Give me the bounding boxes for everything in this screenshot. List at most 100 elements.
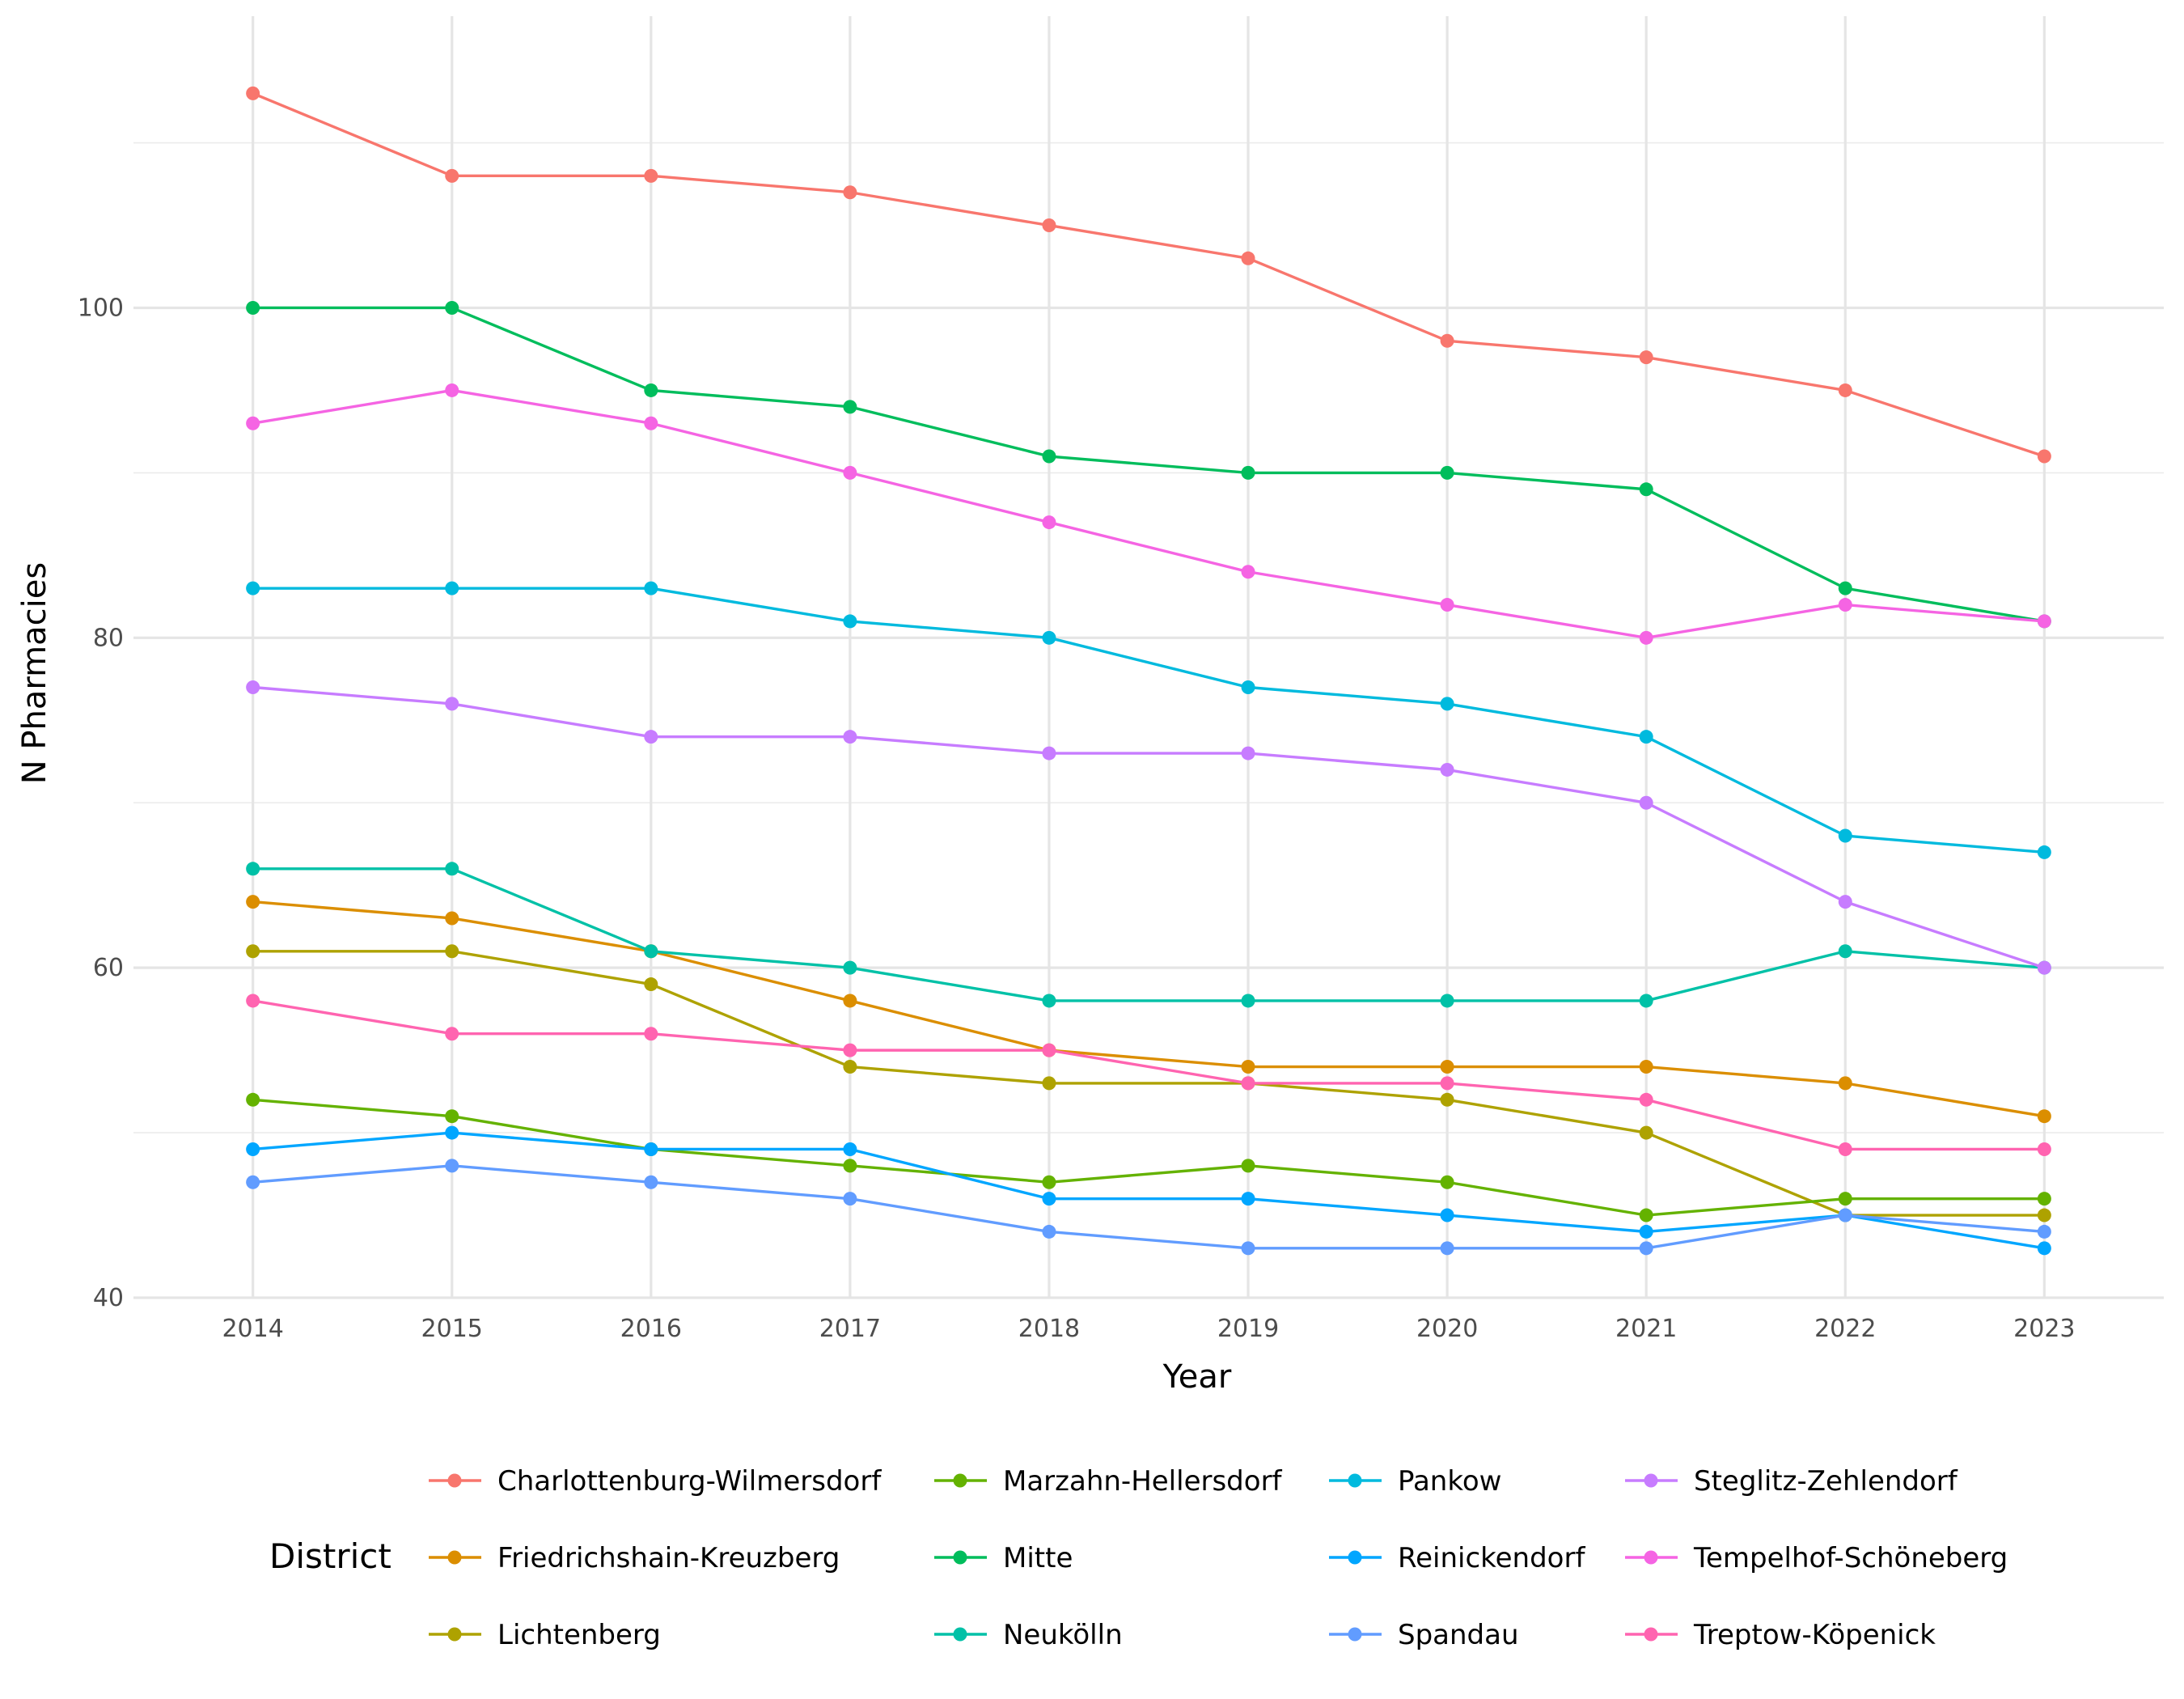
data-point — [1440, 994, 1454, 1008]
legend-label: Steglitz-Zehlendorf — [1694, 1465, 1958, 1498]
data-point — [1838, 895, 1852, 909]
series-line — [252, 587, 2045, 854]
data-point — [1042, 1192, 1056, 1206]
data-point — [1440, 697, 1454, 711]
legend-key-point — [447, 1473, 462, 1488]
data-point — [843, 730, 857, 744]
x-tick-label: 2022 — [1814, 1315, 1876, 1343]
legend-label: Tempelhof-Schöneberg — [1693, 1542, 2008, 1574]
data-point — [1042, 1175, 1056, 1189]
data-point — [445, 383, 459, 397]
legend-item: Lichtenberg — [429, 1619, 661, 1651]
data-point — [246, 1092, 260, 1107]
data-point — [1440, 1076, 1454, 1091]
data-point — [1838, 581, 1852, 595]
data-point — [1639, 630, 1653, 645]
x-tick-label: 2016 — [620, 1315, 682, 1343]
legend-key-point — [1644, 1627, 1658, 1642]
legend-label: Friedrichshain-Kreuzberg — [497, 1542, 840, 1574]
series-line — [252, 867, 2045, 1002]
legend-item: Friedrichshain-Kreuzberg — [429, 1542, 840, 1574]
x-tick-label: 2021 — [1615, 1315, 1677, 1343]
legend-key-point — [447, 1627, 462, 1642]
data-point — [1440, 1208, 1454, 1222]
series-friedrichshain-kreuzberg — [246, 895, 2051, 1124]
data-point — [246, 416, 260, 430]
data-point — [2037, 1142, 2051, 1156]
series-tempelhof-sch-neberg — [246, 383, 2051, 645]
data-point — [1838, 1076, 1852, 1091]
data-point — [1241, 746, 1255, 761]
data-point — [1440, 333, 1454, 348]
data-point — [843, 614, 857, 629]
series-pankow — [246, 581, 2051, 859]
legend-key-point — [953, 1550, 967, 1565]
data-point — [246, 895, 260, 909]
data-point — [1440, 465, 1454, 480]
data-point — [1042, 746, 1056, 761]
data-point — [1042, 449, 1056, 464]
data-point — [445, 944, 459, 959]
data-point — [843, 1060, 857, 1074]
data-point — [1639, 795, 1653, 810]
legend-key-point — [1644, 1550, 1658, 1565]
data-point — [843, 960, 857, 975]
data-point — [445, 168, 459, 183]
legend-key-point — [1348, 1473, 1362, 1488]
data-point — [445, 300, 459, 315]
data-point — [2037, 845, 2051, 859]
data-point — [1440, 1092, 1454, 1107]
minor-gridlines — [133, 142, 2164, 1133]
data-point — [644, 1027, 658, 1041]
data-point — [1241, 1076, 1255, 1091]
legend-label: Marzahn-Hellersdorf — [1003, 1465, 1283, 1498]
data-point — [1241, 1159, 1255, 1173]
data-point — [1042, 994, 1056, 1008]
data-point — [246, 1142, 260, 1156]
data-point — [1440, 1175, 1454, 1189]
y-tick-label: 40 — [93, 1284, 124, 1312]
data-point — [843, 1142, 857, 1156]
legend-key-point — [1348, 1550, 1362, 1565]
x-tick-label: 2023 — [2013, 1315, 2075, 1343]
series-treptow-k-penick — [246, 994, 2051, 1156]
data-point — [1838, 1208, 1852, 1222]
data-point — [1241, 251, 1255, 265]
data-point — [2037, 1109, 2051, 1124]
data-point — [644, 730, 658, 744]
data-point — [445, 1027, 459, 1041]
data-point — [1838, 1142, 1852, 1156]
legend: District Charlottenburg-Wilmersdorf Fried… — [269, 1465, 2008, 1651]
series-spandau — [246, 1159, 2051, 1256]
series-line — [252, 999, 2045, 1151]
data-point — [1042, 1043, 1056, 1057]
legend-item: Treptow-Köpenick — [1625, 1619, 1936, 1651]
x-axis-ticks: 2014 2015 2016 2017 2018 2019 2020 2021 2022 2023 — [222, 1315, 2075, 1343]
legend-label: Lichtenberg — [497, 1619, 661, 1651]
data-point — [1241, 565, 1255, 579]
data-point — [2037, 1224, 2051, 1239]
data-point — [445, 1109, 459, 1124]
x-tick-label: 2020 — [1416, 1315, 1478, 1343]
legend-item: Reinickendorf — [1329, 1542, 1585, 1574]
legend-item: Pankow — [1329, 1465, 1501, 1498]
y-tick-label: 80 — [93, 624, 124, 652]
data-point — [1639, 1224, 1653, 1239]
data-point — [1042, 218, 1056, 233]
legend-key-point — [1348, 1627, 1362, 1642]
legend-label: Reinickendorf — [1398, 1542, 1585, 1574]
data-point — [1639, 1092, 1653, 1107]
data-point — [246, 680, 260, 694]
data-point — [644, 581, 658, 595]
data-point — [1639, 1060, 1653, 1074]
data-point — [2037, 449, 2051, 464]
legend-item: Tempelhof-Schöneberg — [1625, 1542, 2008, 1574]
data-point — [644, 383, 658, 397]
legend-item: Charlottenburg-Wilmersdorf — [429, 1465, 882, 1498]
data-point — [2037, 1192, 2051, 1206]
x-tick-label: 2017 — [819, 1315, 881, 1343]
data-point — [1241, 1241, 1255, 1256]
x-tick-label: 2014 — [222, 1315, 283, 1343]
series-steglitz-zehlendorf — [246, 680, 2051, 975]
